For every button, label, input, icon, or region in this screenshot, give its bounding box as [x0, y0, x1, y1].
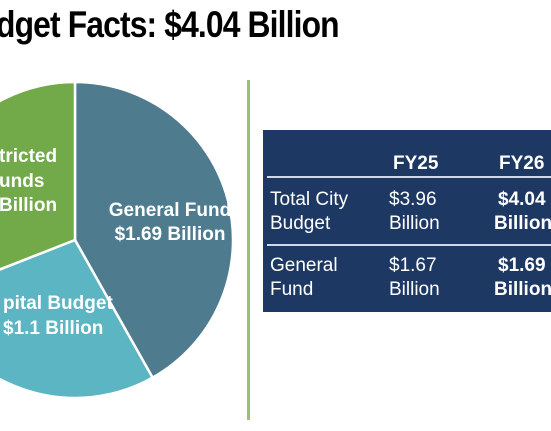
pie-label-line: unds — [0, 171, 44, 192]
pie-label-line: tricted — [0, 146, 57, 167]
page-title: dget Facts: $4.04 Billion — [0, 4, 340, 45]
fy26-value-line: Billion — [494, 279, 551, 300]
table-header-fy25: FY25 — [393, 153, 439, 174]
fy25-value-line: Billion — [389, 279, 440, 300]
row-label-line: General — [270, 255, 338, 276]
pie-label-general-fund: General Fund $1.69 Billion — [109, 200, 231, 245]
fy25-value-line: $1.67 — [389, 255, 437, 276]
pie-slice-restricted-funds — [0, 80, 77, 271]
table-header-fy26: FY26 — [499, 153, 545, 174]
row-label-line: Total City — [270, 189, 349, 210]
pie-label-line: General Fund — [109, 200, 231, 221]
pie-label-capital-budget: pital Budget $1.1 Billion — [3, 293, 113, 339]
fy25-value-line: Billion — [389, 213, 440, 234]
pie-slice-general-fund — [73, 80, 235, 380]
pie-slice-capital-budget — [0, 238, 155, 400]
table-divider — [267, 176, 551, 178]
pie-label-line: $1.69 Billion — [115, 224, 226, 245]
fy26-value-line: $1.69 — [498, 255, 546, 276]
table-divider — [267, 244, 551, 246]
pie-label-line: Billion — [0, 195, 57, 216]
vertical-divider — [247, 80, 250, 420]
fy26-value-line: Billion — [494, 213, 551, 234]
fy26-value-line: $4.04 — [498, 189, 546, 210]
pie-label-line: $1.1 Billion — [3, 318, 103, 339]
pie-label-line: pital Budget — [3, 293, 113, 314]
budget-table: FY25 FY26 Total City Budget $3.96 Billio… — [263, 130, 551, 312]
row-label-line: Fund — [270, 279, 314, 300]
pie-label-restricted-funds: tricted unds Billion — [0, 146, 57, 216]
row-label-line: Budget — [270, 213, 331, 234]
fy25-value-line: $3.96 — [389, 189, 437, 210]
